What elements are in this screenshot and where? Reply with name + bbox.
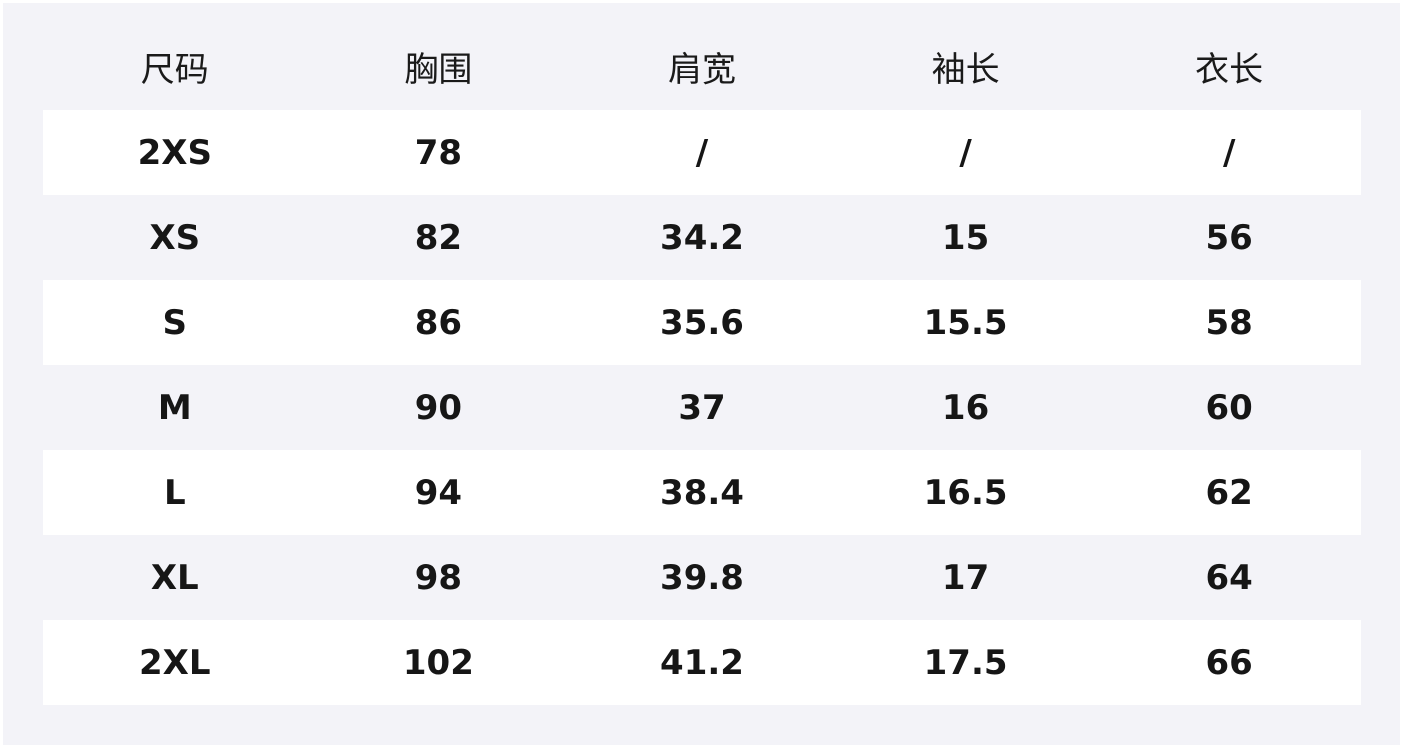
- cell-length: 66: [1205, 642, 1253, 683]
- cell-shoulder: 35.6: [660, 302, 744, 343]
- table-row: XS 82 34.2 15 56: [43, 195, 1361, 280]
- cell-sleeve: 17: [941, 557, 990, 598]
- cell-length: /: [1222, 132, 1236, 173]
- cell-chest: 102: [402, 642, 474, 683]
- cell-sleeve: 16: [941, 387, 990, 428]
- header-size: 尺码: [140, 50, 209, 90]
- cell-shoulder: 41.2: [660, 642, 744, 683]
- cell-chest: 78: [414, 132, 463, 173]
- table-row: 2XS 78 / / /: [43, 110, 1361, 195]
- cell-size: 2XL: [139, 642, 211, 683]
- header-shoulder: 肩宽: [667, 50, 736, 90]
- cell-shoulder: 38.4: [660, 472, 744, 513]
- cell-shoulder: 34.2: [660, 217, 744, 258]
- cell-sleeve: 15.5: [923, 302, 1008, 343]
- table-row: M 90 37 16 60: [43, 365, 1361, 450]
- header-sleeve: 袖长: [931, 50, 1000, 90]
- table-row: XL 98 39.8 17 64: [43, 535, 1361, 620]
- cell-length: 62: [1205, 472, 1253, 513]
- cell-sleeve: 17.5: [923, 642, 1008, 683]
- cell-chest: 82: [414, 217, 463, 258]
- header-length: 衣长: [1195, 50, 1264, 90]
- cell-size: L: [163, 472, 186, 513]
- cell-length: 58: [1205, 302, 1253, 343]
- cell-chest: 90: [414, 387, 463, 428]
- table-row: 2XL 102 41.2 17.5 66: [43, 620, 1361, 705]
- table-row: S 86 35.6 15.5 58: [43, 280, 1361, 365]
- cell-sleeve: 16.5: [923, 472, 1008, 513]
- cell-size: XS: [149, 217, 201, 258]
- cell-shoulder: 39.8: [660, 557, 744, 598]
- cell-chest: 86: [414, 302, 463, 343]
- cell-shoulder: /: [695, 132, 709, 173]
- cell-length: 64: [1205, 557, 1253, 598]
- table-row: L 94 38.4 16.5 62: [43, 450, 1361, 535]
- cell-size: S: [162, 302, 188, 343]
- cell-chest: 94: [414, 472, 463, 513]
- header-chest: 胸围: [404, 50, 473, 90]
- table-header: 尺码 胸围 肩宽 袖长 衣长: [43, 3, 1361, 110]
- size-chart-panel: 尺码 胸围 肩宽 袖长 衣长 2XS 78 / / / XS 82 34.2 15 56 S 86 35…: [3, 3, 1400, 745]
- cell-size: XL: [150, 557, 199, 598]
- cell-sleeve: 15: [941, 217, 990, 258]
- size-chart-table: 尺码 胸围 肩宽 袖长 衣长 2XS 78 / / / XS 82 34.2 15 56 S 86 35…: [43, 3, 1361, 705]
- cell-size: M: [157, 387, 192, 428]
- cell-sleeve: /: [959, 132, 972, 173]
- cell-length: 60: [1205, 387, 1253, 428]
- cell-size: 2XS: [137, 132, 212, 173]
- cell-length: 56: [1205, 217, 1253, 258]
- cell-chest: 98: [414, 557, 463, 598]
- cell-shoulder: 37: [678, 387, 726, 428]
